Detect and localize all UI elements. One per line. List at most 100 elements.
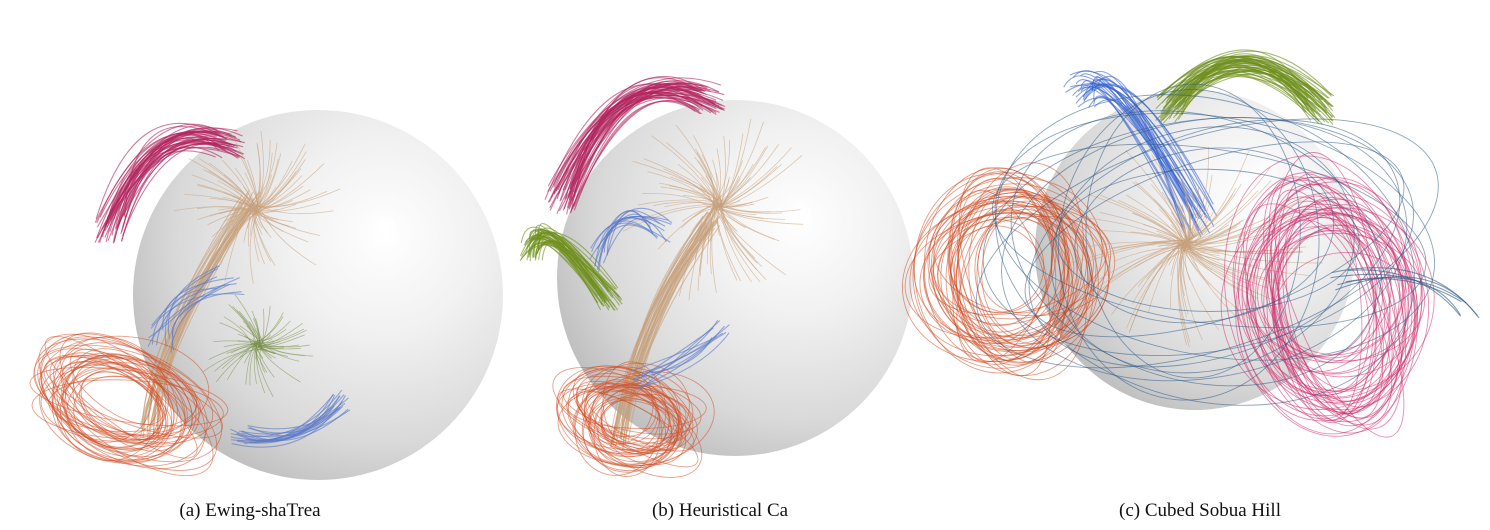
- panel-a-bundle-green: [202, 294, 314, 398]
- edge-curve: [1080, 80, 1184, 227]
- edge-curve: [1177, 211, 1186, 241]
- edge-curve: [643, 158, 723, 202]
- edge-curve: [606, 215, 672, 256]
- edge-curve: [1080, 86, 1206, 216]
- panel-b-highlight: [786, 198, 814, 226]
- edge-curve: [1170, 224, 1190, 249]
- edge-curve: [1181, 56, 1330, 116]
- edge-curve: [532, 235, 610, 308]
- edge-curve: [1159, 73, 1327, 123]
- panel-a-bundle-magenta: [94, 122, 246, 244]
- edge-curve: [1105, 239, 1186, 251]
- edge-curve: [107, 136, 236, 221]
- edge-curve: [202, 349, 262, 373]
- edge-loop: [1263, 176, 1403, 430]
- edge-curve: [254, 174, 272, 209]
- edge-curve: [1082, 216, 1185, 249]
- panel-a-bundle-blue: [147, 264, 351, 448]
- edge-curve: [697, 160, 723, 204]
- edge-loop: [33, 344, 214, 445]
- edge-curve: [1158, 208, 1185, 249]
- edge-curve: [547, 77, 722, 187]
- edge-curve: [219, 322, 254, 345]
- edge-curve: [1187, 219, 1245, 248]
- edge-curve: [244, 172, 260, 207]
- caption-panel-c: (c) Cubed Sobua Hill: [1118, 500, 1282, 521]
- edge-curve: [570, 97, 720, 195]
- edge-curve: [254, 211, 297, 229]
- edge-curve: [1080, 73, 1211, 222]
- edge-curve: [716, 148, 722, 202]
- edge-loop: [1271, 219, 1370, 392]
- edge-loop: [982, 117, 1414, 357]
- edge-curve: [1157, 67, 1334, 122]
- edge-loop: [995, 94, 1415, 406]
- edge-loop: [39, 360, 182, 464]
- edge-curve: [140, 206, 257, 429]
- edge-curve: [1183, 224, 1229, 243]
- edge-curve: [124, 125, 228, 218]
- edge-curve: [1187, 241, 1213, 271]
- edge-curve: [1093, 98, 1200, 229]
- edge-curve: [254, 142, 261, 214]
- edge-curve: [258, 205, 334, 215]
- edge-curve: [700, 187, 719, 202]
- edge-curve: [96, 146, 240, 239]
- edge-curve: [1072, 70, 1185, 213]
- edge-curve: [532, 232, 623, 300]
- edge-curve: [239, 325, 263, 342]
- edge-curve: [1182, 229, 1287, 251]
- edge-curve: [721, 209, 761, 283]
- edge-curve: [257, 151, 307, 211]
- edge-curve: [106, 146, 223, 218]
- edge-curve: [1170, 240, 1183, 276]
- edge-loop: [1253, 177, 1407, 396]
- edge-curve: [236, 393, 334, 442]
- edge-loop: [59, 332, 193, 444]
- edge-curve: [565, 94, 725, 215]
- panel-a-bundle-orange: [29, 332, 229, 477]
- edge-curve: [1075, 83, 1206, 210]
- edge-curve: [170, 284, 226, 353]
- edge-curve: [257, 204, 297, 215]
- edge-curve: [252, 211, 263, 235]
- panel-b-bundle-magenta: [544, 75, 726, 215]
- edge-curve: [1126, 248, 1182, 329]
- edge-loop: [1074, 147, 1335, 324]
- edge-loop: [1028, 119, 1401, 368]
- edge-curve: [107, 143, 245, 241]
- edge-loop: [600, 398, 687, 466]
- edge-curve: [1176, 58, 1308, 110]
- edge-curve: [1070, 84, 1200, 232]
- edge-curve: [708, 208, 716, 243]
- edge-curve: [255, 334, 271, 346]
- edge-curve: [1189, 220, 1243, 243]
- edge-loop: [574, 383, 682, 465]
- edge-loop: [1277, 217, 1377, 363]
- edge-curve: [94, 123, 218, 223]
- edge-curve: [636, 331, 727, 378]
- edge-curve: [571, 89, 717, 202]
- edge-curve: [1134, 247, 1185, 268]
- edge-curve: [683, 195, 723, 205]
- edge-curve: [524, 237, 620, 298]
- edge-curve: [255, 343, 262, 360]
- edge-curve: [104, 139, 231, 228]
- edge-curve: [151, 276, 218, 326]
- edge-curve: [529, 230, 610, 292]
- edge-curve: [721, 145, 769, 207]
- edge-curve: [259, 346, 266, 373]
- edge-curve: [99, 138, 224, 218]
- edge-curve: [590, 220, 658, 249]
- panel-c-bundle-steel-blue: [975, 83, 1480, 406]
- edge-loop: [1268, 178, 1383, 419]
- edge-curve: [598, 210, 654, 263]
- edge-curve: [1160, 61, 1324, 121]
- edge-curve: [242, 320, 263, 348]
- edge-curve: [167, 265, 221, 339]
- edge-loop: [72, 356, 159, 437]
- edge-loop: [1232, 176, 1423, 399]
- edge-curve: [711, 208, 718, 293]
- edge-curve: [259, 322, 304, 349]
